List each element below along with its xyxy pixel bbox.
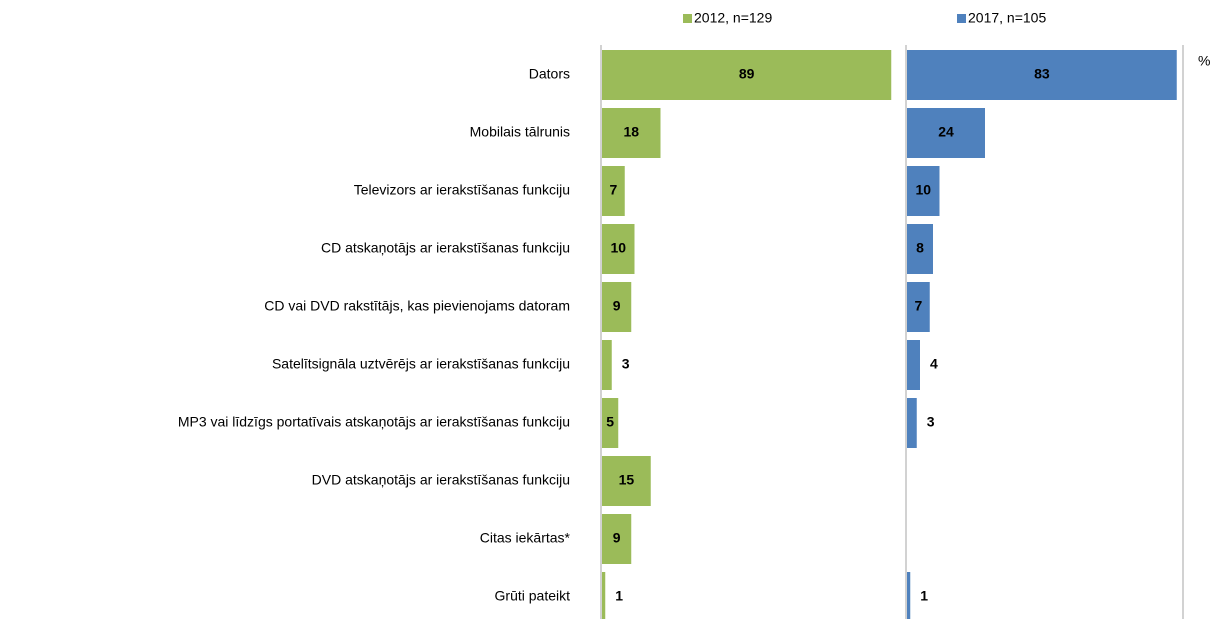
bar (602, 514, 632, 564)
category-label: Citas iekārtas* (480, 530, 571, 546)
bar (907, 50, 1177, 100)
value-label: 5 (606, 414, 614, 430)
value-label: 3 (927, 414, 935, 430)
bar (907, 340, 920, 390)
value-label: 10 (610, 240, 626, 256)
value-label: 7 (609, 182, 617, 198)
bar (602, 398, 619, 448)
unit-label: % (1198, 53, 1210, 69)
value-label: 18 (623, 124, 639, 140)
bar (602, 108, 661, 158)
value-label: 89 (739, 66, 755, 82)
bar (907, 398, 917, 448)
legend-label: 2017, n=105 (968, 10, 1046, 26)
legend-swatch (683, 14, 692, 23)
bar (907, 108, 985, 158)
bar (907, 166, 940, 216)
value-label: 24 (938, 124, 954, 140)
category-label: DVD atskaņotājs ar ierakstīšanas funkcij… (312, 472, 570, 488)
category-label: CD vai DVD rakstītājs, kas pievienojams … (264, 298, 570, 314)
bar (602, 282, 632, 332)
legend-swatch (957, 14, 966, 23)
bar (602, 340, 612, 390)
value-label: 3 (622, 356, 630, 372)
bar (907, 572, 911, 619)
category-label: Mobilais tālrunis (470, 124, 570, 140)
bar (602, 166, 625, 216)
value-label: 15 (619, 472, 635, 488)
category-label: Televizors ar ierakstīšanas funkciju (354, 182, 570, 198)
category-label: Grūti pateikt (495, 588, 571, 604)
bar (602, 456, 651, 506)
bar (907, 282, 930, 332)
category-label: CD atskaņotājs ar ierakstīšanas funkciju (321, 240, 570, 256)
value-label: 7 (914, 298, 922, 314)
bar (602, 50, 892, 100)
value-label: 1 (920, 588, 928, 604)
value-label: 83 (1034, 66, 1050, 82)
category-label: Dators (529, 66, 570, 82)
bar (907, 224, 933, 274)
bar (602, 224, 635, 274)
value-label: 4 (930, 356, 938, 372)
value-label: 9 (613, 298, 621, 314)
category-label: MP3 vai līdzīgs portatīvais atskaņotājs … (178, 414, 570, 430)
value-label: 8 (916, 240, 924, 256)
value-label: 1 (615, 588, 623, 604)
bar (602, 572, 606, 619)
category-label: Satelītsignāla uztvērējs ar ierakstīšana… (272, 356, 570, 372)
value-label: 10 (915, 182, 931, 198)
value-label: 9 (613, 530, 621, 546)
legend-label: 2012, n=129 (694, 10, 772, 26)
